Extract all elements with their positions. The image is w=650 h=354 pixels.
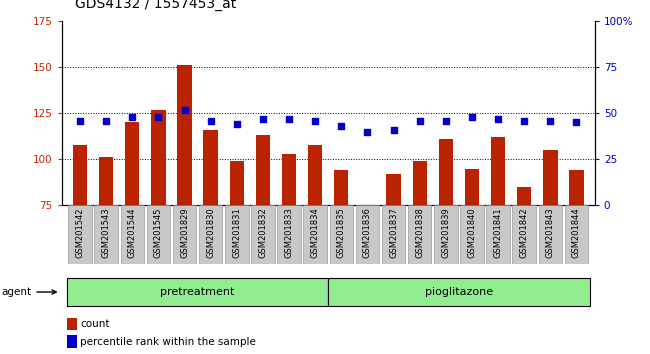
Text: pioglitazone: pioglitazone: [425, 287, 493, 297]
Text: agent: agent: [1, 287, 56, 297]
FancyBboxPatch shape: [486, 205, 510, 264]
Bar: [99, 158, 113, 205]
Bar: [151, 110, 166, 205]
Bar: [334, 170, 348, 205]
Point: [258, 116, 268, 122]
FancyBboxPatch shape: [460, 205, 484, 264]
FancyBboxPatch shape: [173, 205, 196, 264]
Text: GSM201835: GSM201835: [337, 207, 346, 258]
Bar: [282, 154, 296, 205]
Bar: [569, 170, 584, 205]
FancyBboxPatch shape: [565, 205, 588, 264]
Text: GSM201839: GSM201839: [441, 207, 450, 258]
Bar: [73, 144, 87, 205]
Text: GSM201836: GSM201836: [363, 207, 372, 258]
Point: [545, 118, 556, 124]
Text: GSM201840: GSM201840: [467, 207, 476, 258]
Text: GSM201829: GSM201829: [180, 207, 189, 258]
FancyBboxPatch shape: [68, 205, 92, 264]
Text: GSM201545: GSM201545: [154, 207, 163, 258]
FancyBboxPatch shape: [199, 205, 222, 264]
FancyBboxPatch shape: [434, 205, 458, 264]
FancyBboxPatch shape: [356, 205, 379, 264]
Bar: [177, 65, 192, 205]
Point: [127, 114, 138, 120]
Text: count: count: [81, 319, 110, 329]
Bar: [203, 130, 218, 205]
FancyBboxPatch shape: [408, 205, 432, 264]
Point: [231, 121, 242, 127]
Point: [415, 118, 425, 124]
Bar: [413, 161, 427, 205]
Bar: [386, 174, 401, 205]
Text: GSM201833: GSM201833: [285, 207, 294, 258]
Bar: [543, 150, 558, 205]
FancyBboxPatch shape: [330, 205, 353, 264]
Point: [441, 118, 451, 124]
FancyBboxPatch shape: [539, 205, 562, 264]
Bar: [491, 137, 505, 205]
Point: [75, 118, 85, 124]
Point: [205, 118, 216, 124]
Bar: [308, 144, 322, 205]
Text: GSM201830: GSM201830: [206, 207, 215, 258]
Point: [284, 116, 294, 122]
Point: [101, 118, 111, 124]
Bar: [465, 169, 479, 205]
Bar: [517, 187, 532, 205]
FancyBboxPatch shape: [120, 205, 144, 264]
FancyBboxPatch shape: [382, 205, 406, 264]
Bar: [67, 318, 77, 330]
Point: [571, 120, 582, 125]
Text: GSM201542: GSM201542: [75, 207, 84, 258]
Point: [336, 123, 346, 129]
FancyBboxPatch shape: [278, 205, 301, 264]
Point: [153, 114, 164, 120]
Bar: [229, 161, 244, 205]
Text: GSM201544: GSM201544: [128, 207, 136, 258]
Text: GDS4132 / 1557453_at: GDS4132 / 1557453_at: [75, 0, 236, 11]
FancyBboxPatch shape: [147, 205, 170, 264]
Text: pretreatment: pretreatment: [161, 287, 235, 297]
Point: [310, 118, 320, 124]
Point: [493, 116, 503, 122]
FancyBboxPatch shape: [512, 205, 536, 264]
FancyBboxPatch shape: [251, 205, 275, 264]
FancyBboxPatch shape: [225, 205, 248, 264]
Text: GSM201843: GSM201843: [546, 207, 555, 258]
Point: [519, 118, 529, 124]
Bar: [255, 135, 270, 205]
Point: [467, 114, 477, 120]
Text: GSM201838: GSM201838: [415, 207, 424, 258]
Bar: [439, 139, 453, 205]
Text: GSM201837: GSM201837: [389, 207, 398, 258]
Text: percentile rank within the sample: percentile rank within the sample: [81, 337, 256, 347]
Bar: [67, 335, 77, 348]
Point: [179, 107, 190, 113]
Text: GSM201543: GSM201543: [101, 207, 111, 258]
FancyBboxPatch shape: [67, 278, 328, 306]
Text: GSM201832: GSM201832: [259, 207, 267, 258]
Text: GSM201844: GSM201844: [572, 207, 581, 258]
Text: GSM201841: GSM201841: [493, 207, 502, 258]
FancyBboxPatch shape: [304, 205, 327, 264]
Point: [362, 129, 372, 135]
Bar: [125, 122, 140, 205]
Point: [388, 127, 398, 133]
FancyBboxPatch shape: [94, 205, 118, 264]
Text: GSM201842: GSM201842: [520, 207, 528, 258]
Text: GSM201831: GSM201831: [232, 207, 241, 258]
FancyBboxPatch shape: [328, 278, 590, 306]
Text: GSM201834: GSM201834: [311, 207, 320, 258]
